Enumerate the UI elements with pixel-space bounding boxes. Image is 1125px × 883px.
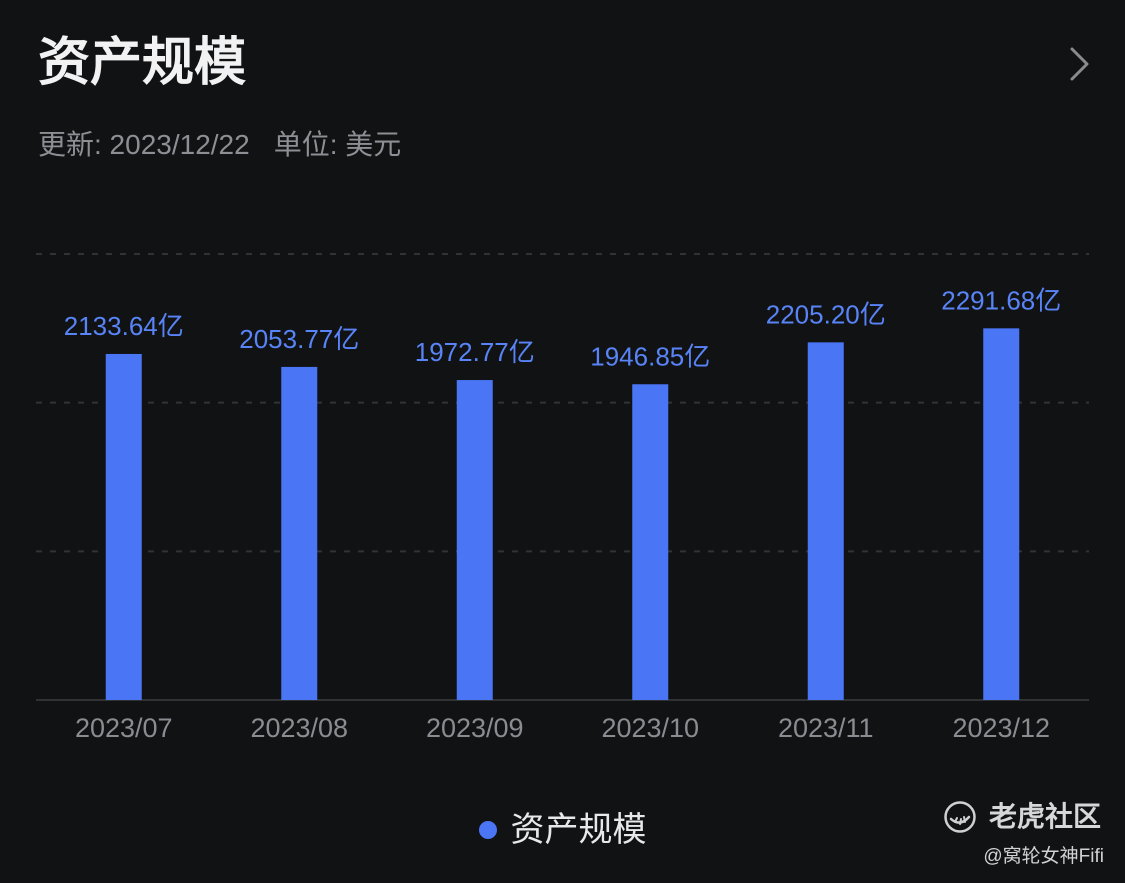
x-tick-label: 2023/12 xyxy=(952,713,1050,743)
bar-chart: 2133.64亿 2023/07 2053.77亿 2023/08 1972.77亿 20… xyxy=(36,253,1089,743)
update-date-label: 更新: 2023/12/22 xyxy=(38,129,250,160)
bar[interactable] xyxy=(983,328,1020,700)
x-tick-label: 2023/10 xyxy=(601,713,699,743)
legend-label: 资产规模 xyxy=(510,811,647,849)
data-label: 2053.77亿 xyxy=(239,324,359,354)
page-title: 资产规模 xyxy=(38,34,247,92)
unit-label: 单位: 美元 xyxy=(273,129,402,160)
bar[interactable] xyxy=(456,380,493,700)
chevron-right-icon[interactable] xyxy=(1062,44,1096,84)
watermark-brand: 老虎社区 xyxy=(988,801,1101,832)
data-label: 2133.64亿 xyxy=(64,311,184,341)
bar[interactable] xyxy=(632,384,669,700)
bar[interactable] xyxy=(281,366,318,700)
chart-legend: 资产规模 xyxy=(478,808,647,852)
x-tick-label: 2023/11 xyxy=(778,713,874,743)
bar[interactable] xyxy=(105,353,142,700)
data-label: 2291.68亿 xyxy=(941,285,1061,315)
x-tick-label: 2023/08 xyxy=(250,713,348,743)
x-tick-label: 2023/09 xyxy=(426,713,524,743)
data-label: 2205.20亿 xyxy=(766,299,886,329)
x-tick-label: 2023/07 xyxy=(75,713,173,743)
bar[interactable] xyxy=(807,342,844,700)
data-label: 1946.85亿 xyxy=(590,341,710,371)
watermark-author: @窝轮女神Fifi xyxy=(983,846,1104,867)
chart-subtitle: 更新: 2023/12/22 单位: 美元 xyxy=(38,128,401,162)
data-label: 1972.77亿 xyxy=(415,337,535,367)
legend-marker xyxy=(478,821,497,839)
tiger-logo-icon xyxy=(944,801,976,833)
